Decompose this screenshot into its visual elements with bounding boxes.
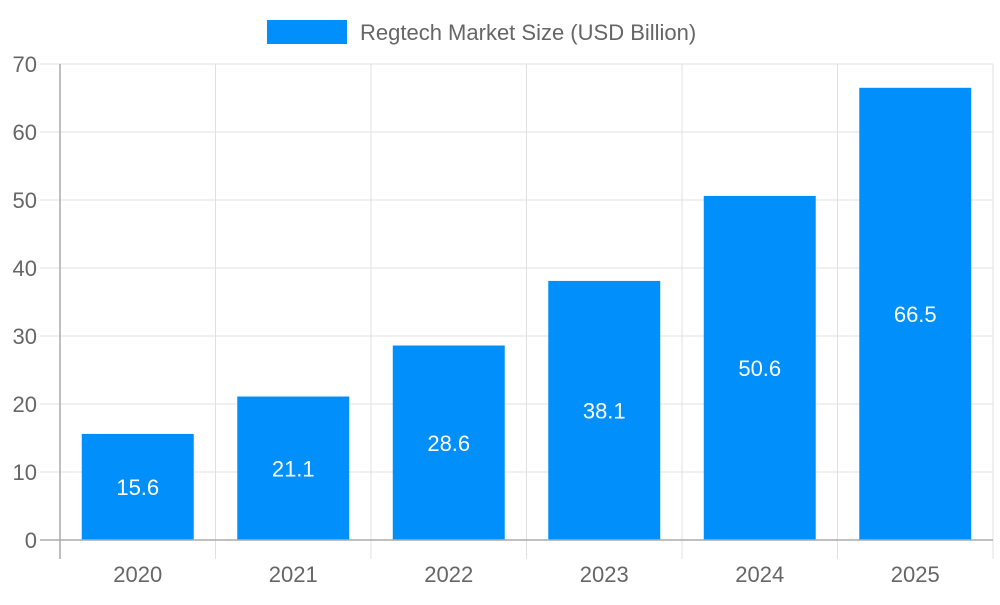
data-label: 66.5: [894, 302, 937, 327]
x-tick-label: 2022: [424, 562, 473, 587]
bar-2024: [703, 195, 816, 541]
bar-2021: [237, 396, 350, 540]
y-tick-label: 50: [13, 188, 37, 213]
bar-2020: [81, 433, 194, 540]
x-tick-label: 2021: [269, 562, 318, 587]
data-label: 15.6: [116, 475, 159, 500]
legend-swatch: [267, 20, 347, 44]
bar-2022: [392, 345, 505, 540]
x-tick-label: 2024: [735, 562, 784, 587]
y-tick-label: 10: [13, 460, 37, 485]
y-tick-label: 70: [13, 52, 37, 77]
data-label: 50.6: [738, 356, 781, 381]
gridlines: [40, 63, 994, 559]
y-tick-label: 30: [13, 324, 37, 349]
data-label: 21.1: [272, 456, 315, 481]
data-label: 38.1: [583, 398, 626, 423]
x-tick-label: 2025: [891, 562, 940, 587]
y-tick-label: 20: [13, 392, 37, 417]
y-tick-label: 60: [13, 120, 37, 145]
axes: 0 10 20 30 40 50 60 70 2020 2021 2022 2023 2024 2025: [13, 52, 993, 587]
y-tick-label: 40: [13, 256, 37, 281]
x-tick-label: 2020: [113, 562, 162, 587]
bars: 15.6 21.1 28.6 38.1 50.6 66.5: [81, 87, 972, 541]
data-label: 28.6: [427, 431, 470, 456]
x-tick-label: 2023: [580, 562, 629, 587]
bar-2025: [859, 87, 972, 541]
legend-label: Regtech Market Size (USD Billion): [360, 20, 696, 45]
legend[interactable]: Regtech Market Size (USD Billion): [267, 20, 696, 45]
y-tick-label: 0: [25, 528, 37, 553]
bar-2023: [548, 280, 661, 540]
